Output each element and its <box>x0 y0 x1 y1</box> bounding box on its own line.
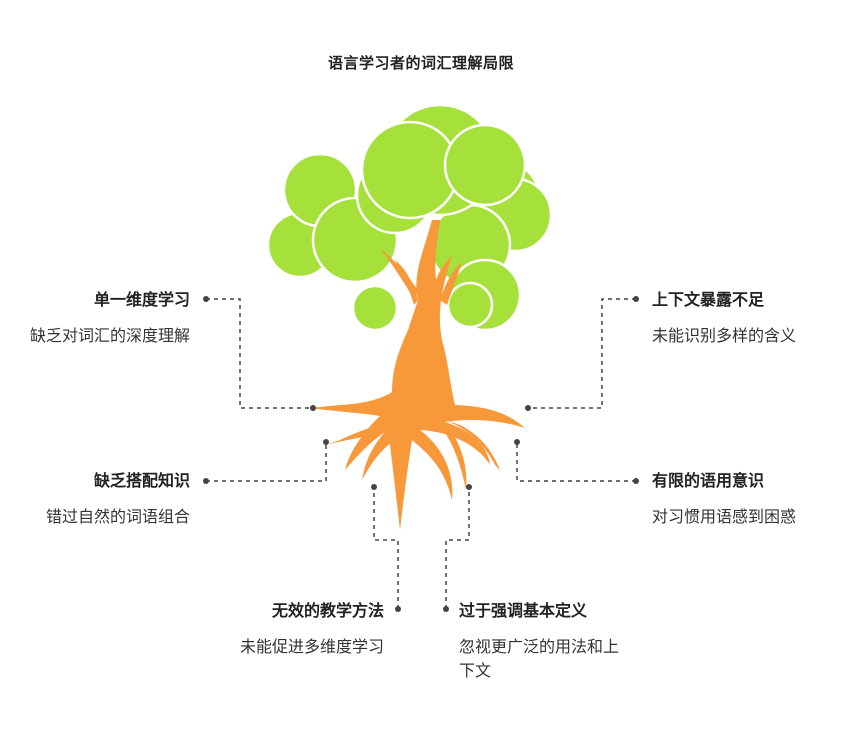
label-teaching: 无效的教学方法 未能促进多维度学习 <box>214 599 384 659</box>
heading-collocation: 缺乏搭配知识 <box>93 471 190 490</box>
connector-lines <box>206 298 636 609</box>
connector-single-dimension <box>206 298 313 409</box>
connector-pragmatic <box>516 442 636 482</box>
connector-definition <box>445 487 470 609</box>
connector-collocation <box>206 442 327 482</box>
label-collocation: 缺乏搭配知识 错过自然的词语组合 <box>20 469 190 529</box>
description-context: 未能识别多样的含义 <box>652 326 797 345</box>
description-single-dimension: 缺乏对词汇的深度理解 <box>29 326 190 345</box>
description-teaching: 未能促进多维度学习 <box>239 637 384 656</box>
tree-trunk <box>310 220 525 530</box>
heading-definition: 过于强调基本定义 <box>459 601 588 620</box>
label-pragmatic: 有限的语用意识 对习惯用语感到困惑 <box>652 469 817 529</box>
label-context: 上下文暴露不足 未能识别多样的含义 <box>652 288 817 348</box>
connector-dots <box>203 296 639 612</box>
description-collocation: 错过自然的词语组合 <box>45 507 190 526</box>
description-pragmatic: 对习惯用语感到困惑 <box>652 507 797 526</box>
diagram-title: 语言学习者的词汇理解局限 <box>327 54 514 72</box>
label-single-dimension: 单一维度学习 缺乏对词汇的深度理解 <box>20 288 190 348</box>
heading-teaching: 无效的教学方法 <box>271 601 384 620</box>
tree-foliage <box>266 103 553 332</box>
heading-pragmatic: 有限的语用意识 <box>652 471 765 490</box>
label-definition: 过于强调基本定义 忽视更广泛的用法和上下文 <box>459 599 629 683</box>
description-definition: 忽视更广泛的用法和上下文 <box>459 637 620 680</box>
heading-single-dimension: 单一维度学习 <box>93 290 190 309</box>
connector-teaching <box>373 487 399 609</box>
connector-context <box>528 298 636 409</box>
heading-context: 上下文暴露不足 <box>652 290 765 309</box>
